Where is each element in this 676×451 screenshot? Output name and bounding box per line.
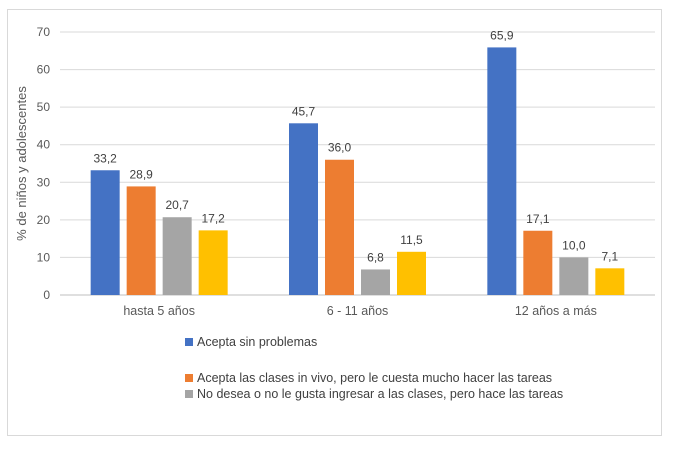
x-tick-label: hasta 5 años	[123, 304, 195, 318]
legend-item-no-desea: No desea o no le gusta ingresar a las cl…	[185, 387, 565, 401]
x-tick-label: 12 años a más	[515, 304, 597, 318]
bar	[126, 186, 156, 295]
legend-label: Acepta las clases in vivo, pero le cuest…	[197, 371, 553, 385]
data-label: 7,1	[601, 249, 618, 263]
y-tick-label: 30	[37, 175, 51, 189]
bar	[162, 217, 192, 295]
data-label: 10,0	[562, 238, 586, 252]
data-label: 33,2	[93, 151, 117, 165]
bar	[397, 251, 426, 295]
x-tick-label: 6 - 11 años	[327, 304, 389, 318]
legend-swatch-blue	[185, 338, 193, 346]
bar	[361, 269, 390, 295]
data-label: 6,8	[367, 250, 384, 264]
legend-item-acepta-clases: Acepta las clases in vivo, pero le cuest…	[185, 371, 565, 385]
y-tick-label: 10	[37, 250, 51, 264]
legend-swatch-gray	[185, 390, 193, 398]
y-tick-label: 70	[37, 25, 51, 39]
data-label: 20,7	[165, 198, 189, 212]
y-tick-label: 0	[43, 288, 50, 302]
bar	[289, 123, 318, 295]
bar	[559, 257, 589, 295]
bar	[198, 230, 228, 295]
legend-item-acepta: Acepta sin problemas	[185, 335, 565, 349]
y-axis-label: % de niños y adolescentes	[14, 86, 29, 241]
legend: Acepta sin problemas Acepta las clases i…	[185, 335, 565, 401]
bar	[523, 230, 553, 295]
data-label: 45,7	[292, 104, 316, 118]
bar	[595, 268, 625, 295]
bar	[487, 47, 517, 296]
data-label: 65,9	[490, 28, 514, 42]
y-tick-label: 50	[37, 100, 51, 114]
data-label: 36,0	[328, 141, 352, 155]
y-tick-label: 60	[37, 63, 51, 77]
legend-label: Acepta sin problemas	[197, 335, 318, 349]
data-label: 28,9	[129, 167, 153, 181]
data-label: 17,2	[201, 211, 225, 225]
bar	[325, 159, 354, 295]
legend-swatch-orange	[185, 374, 193, 382]
legend-label: No desea o no le gusta ingresar a las cl…	[197, 387, 564, 401]
data-label: 17,1	[526, 212, 550, 226]
bar	[90, 170, 120, 295]
y-tick-label: 40	[37, 138, 51, 152]
y-tick-label: 20	[37, 213, 51, 227]
data-label: 11,5	[400, 233, 423, 247]
